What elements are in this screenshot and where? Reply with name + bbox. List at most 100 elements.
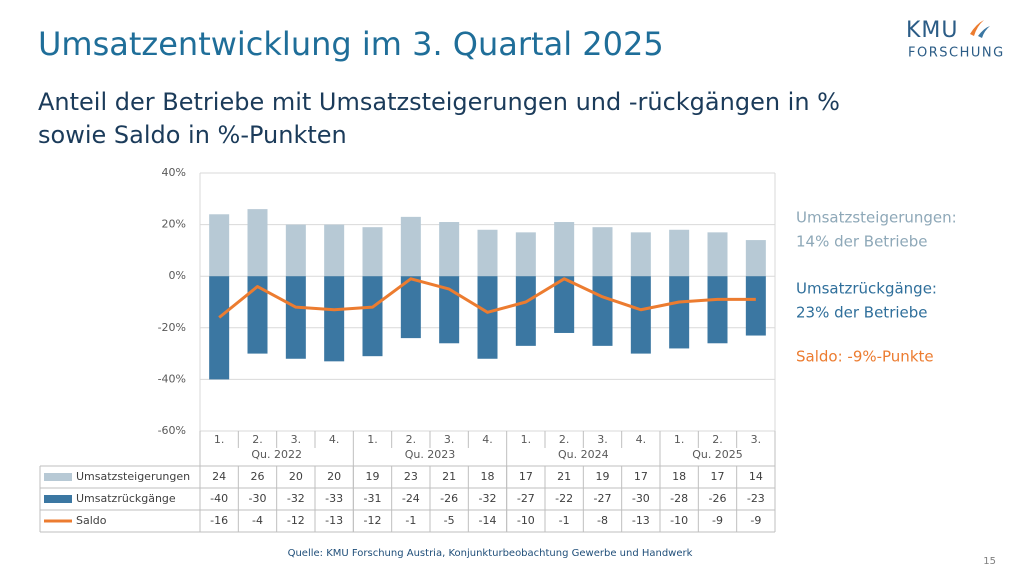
subtitle-line: sowie Saldo in %-Punkten [38,121,347,149]
x-tick-label: 1. [674,433,685,446]
table-value: -30 [632,492,650,505]
x-tick-label: 2. [406,433,417,446]
y-tick-label: 40% [162,166,186,179]
table-value: 20 [289,470,303,483]
x-tick-label: 1. [214,433,225,446]
table-value: -13 [632,514,650,527]
x-group-label: Qu. 2024 [558,448,609,461]
annotation: Umsatzrückgänge: [796,280,937,298]
bar [439,222,460,277]
legend-swatch [44,495,72,503]
page-number: 15 [983,556,996,567]
table-value: 24 [212,470,226,483]
bar [477,276,498,359]
bar [362,227,383,277]
x-group-label: Qu. 2022 [251,448,302,461]
bar [209,214,230,277]
bar [554,222,575,277]
bar [324,224,345,277]
x-tick-label: 4. [482,433,493,446]
table-value: -27 [517,492,535,505]
legend-swatch [44,473,72,481]
bar [707,232,728,277]
bar [362,276,383,357]
bar [592,227,613,277]
legend-label: Saldo [76,514,107,527]
bar [515,276,536,346]
table-value: -32 [479,492,497,505]
bar [285,224,306,277]
legend-label: Umsatzrückgänge [76,492,176,505]
table-value: -27 [594,492,612,505]
table-value: -22 [555,492,573,505]
table-value: 17 [634,470,648,483]
table-value: -23 [747,492,765,505]
subtitle-line: Anteil der Betriebe mit Umsatzsteigerung… [38,88,840,116]
bar [630,276,651,354]
table-value: -40 [210,492,228,505]
table-value: -33 [325,492,343,505]
x-tick-label: 3. [444,433,455,446]
bar [669,276,690,349]
table-value: -12 [287,514,305,527]
bar [400,276,421,339]
table-value: -4 [252,514,263,527]
table-value: 21 [442,470,456,483]
table-value: -16 [210,514,228,527]
table-value: 21 [557,470,571,483]
y-tick-label: -60% [158,424,186,437]
table-value: 26 [251,470,265,483]
table-value: -26 [440,492,458,505]
bar [745,276,766,336]
annotation: 14% der Betriebe [796,233,928,251]
title: Umsatzentwicklung im 3. Quartal 2025 [38,25,664,63]
x-tick-label: 3. [751,433,762,446]
bar [285,276,306,359]
bar [630,232,651,277]
bar [669,229,690,277]
table-value: -5 [444,514,455,527]
logo-subtext: FORSCHUNG [908,46,1005,61]
table-value: -26 [709,492,727,505]
table-value: -10 [517,514,535,527]
table-value: 23 [404,470,418,483]
y-tick-label: 20% [162,218,186,231]
x-tick-label: 2. [559,433,570,446]
bar [745,240,766,277]
table-value: -32 [287,492,305,505]
bar [515,232,536,277]
table-value: 18 [481,470,495,483]
bar [554,276,575,333]
table-value: -9 [712,514,723,527]
annotation: Saldo: -9%-Punkte [796,348,934,366]
table-value: -13 [325,514,343,527]
x-tick-label: 1. [367,433,378,446]
x-tick-label: 4. [636,433,647,446]
table-value: 17 [711,470,725,483]
annotation: Umsatzsteigerungen: [796,209,957,227]
x-tick-label: 2. [712,433,723,446]
logo-swoosh [970,20,984,36]
table-value: -12 [364,514,382,527]
table-value: -30 [249,492,267,505]
table-value: -9 [750,514,761,527]
bar [247,209,268,277]
x-tick-label: 3. [291,433,302,446]
table-value: 19 [366,470,380,483]
x-tick-label: 1. [521,433,532,446]
x-tick-label: 3. [597,433,608,446]
logo-swoosh [978,26,990,38]
table-value: -14 [479,514,497,527]
table-value: 19 [596,470,610,483]
y-tick-label: -20% [158,321,186,334]
table-value: -1 [559,514,570,527]
y-tick-label: -40% [158,372,186,385]
annotation: 23% der Betriebe [796,304,928,322]
table-value: -10 [670,514,688,527]
table-value: 18 [672,470,686,483]
table-value: 17 [519,470,533,483]
bar [477,229,498,277]
bar [324,276,345,362]
table-value: 14 [749,470,763,483]
